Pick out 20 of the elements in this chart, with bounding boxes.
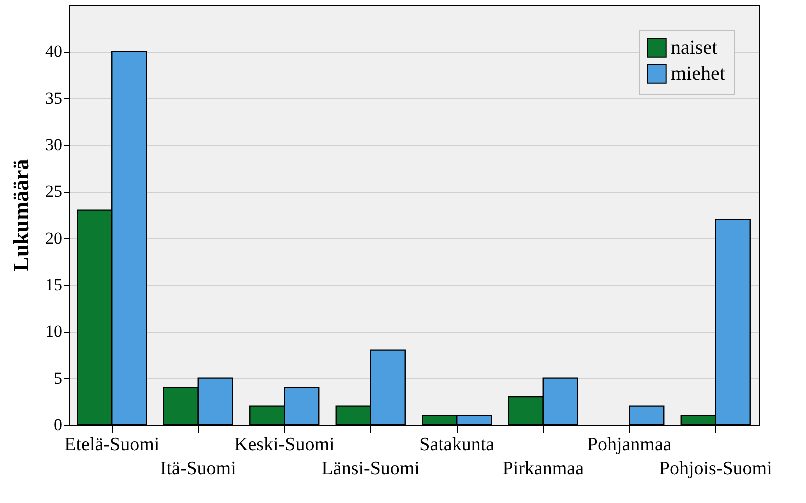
y-tick-label: 40	[46, 42, 62, 62]
x-tick-label: Pohjanmaa	[587, 434, 672, 456]
y-tick-label: 15	[46, 276, 62, 294]
x-tick-label: Etelä-Suomi	[64, 434, 160, 456]
y-axis-title: Lukumäärä	[8, 159, 34, 272]
legend-label: naiset	[671, 37, 718, 59]
y-tick-label: 25	[46, 182, 62, 202]
y-tick-label: 35	[46, 88, 62, 108]
y-tick-label: 30	[46, 136, 62, 154]
x-tick-label: Keski-Suomi	[234, 434, 335, 456]
y-tick-label: 0	[54, 416, 62, 434]
x-tick-label: Itä-Suomi	[160, 458, 236, 480]
x-tick-label: Pohjois-Suomi	[659, 458, 772, 480]
legend-label: miehet	[671, 63, 726, 85]
y-tick-label: 5	[54, 368, 62, 388]
x-tick-label: Länsi-Suomi	[322, 458, 420, 480]
y-tick-label: 20	[46, 228, 62, 248]
y-tick-label: 10	[46, 322, 62, 342]
x-tick-label: Satakunta	[420, 434, 496, 456]
x-tick-label: Pirkanmaa	[502, 458, 585, 480]
